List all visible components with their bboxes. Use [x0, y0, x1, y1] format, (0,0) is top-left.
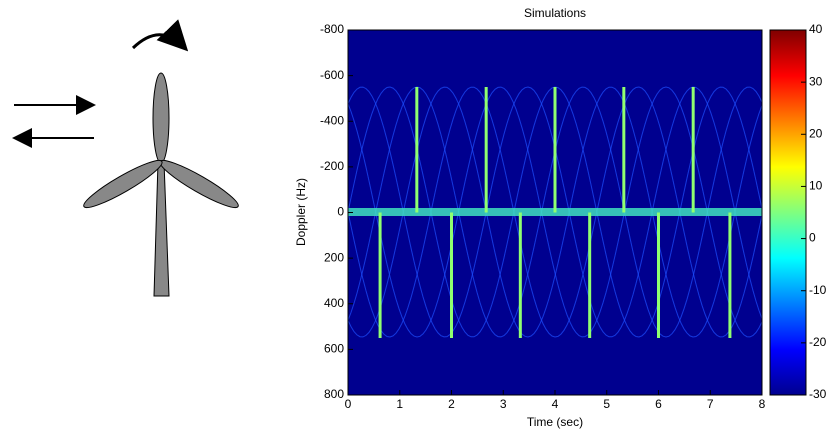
x-tick-label: 1 [396, 397, 403, 411]
x-axis-label: Time (sec) [527, 415, 583, 429]
y-tick-label: 0 [337, 205, 344, 219]
y-tick-label: -200 [320, 159, 344, 173]
blade-trace [348, 86, 762, 338]
y-tick-label: 800 [324, 387, 344, 401]
colorbar-tick-label: 40 [809, 22, 823, 36]
x-tick-label: 8 [759, 397, 766, 411]
y-tick-label: -800 [320, 22, 344, 36]
y-tick-label: -400 [320, 113, 344, 127]
y-tick-label: -600 [320, 68, 344, 82]
colorbar-tick-label: -20 [809, 335, 827, 349]
chart-title: Simulations [524, 6, 586, 20]
x-tick-label: 4 [552, 397, 559, 411]
y-tick-label: 200 [324, 250, 344, 264]
turbine-diagram [12, 19, 239, 297]
colorbar-tick-label: -10 [809, 283, 827, 297]
x-tick-label: 7 [707, 397, 714, 411]
colorbar-tick-label: -30 [809, 387, 827, 401]
blade-trace [348, 86, 762, 338]
x-tick-label: 5 [603, 397, 610, 411]
y-tick-label: 600 [324, 342, 344, 356]
colorbar [769, 29, 807, 396]
colorbar-tick-label: 30 [809, 74, 823, 88]
colorbar-tick-label: 20 [809, 126, 823, 140]
x-tick-label: 0 [345, 397, 352, 411]
colorbar-tick-label: 0 [809, 231, 816, 245]
x-tick-label: 2 [448, 397, 455, 411]
x-tick-label: 6 [655, 397, 662, 411]
colorbar-tick-label: 10 [809, 179, 823, 193]
y-tick-label: 400 [324, 296, 344, 310]
y-axis-label: Doppler (Hz) [294, 178, 308, 246]
x-tick-label: 3 [500, 397, 507, 411]
